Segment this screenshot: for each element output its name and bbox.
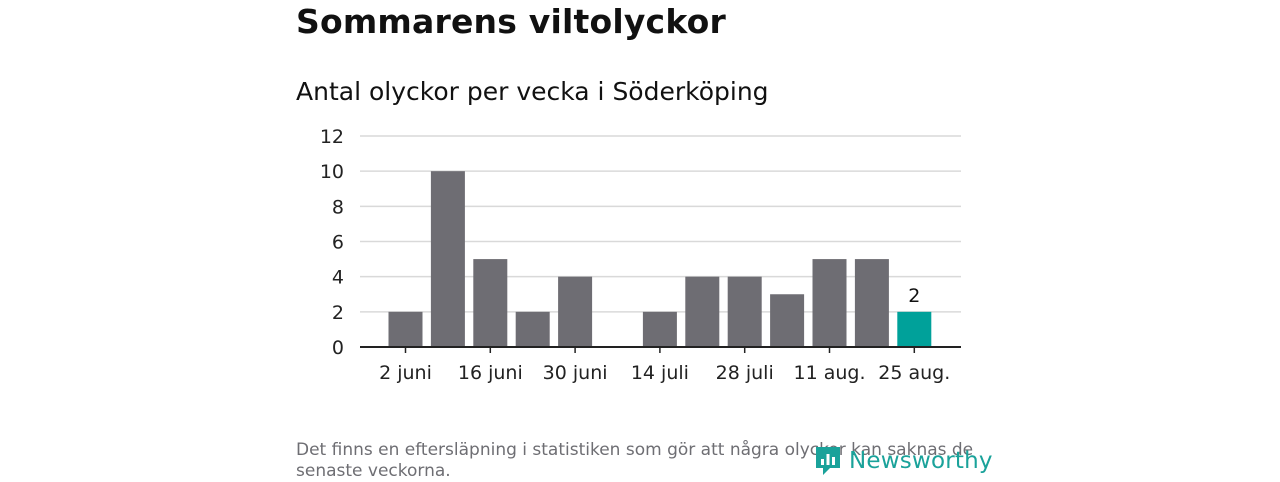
bar: [897, 311, 932, 347]
bar: [642, 311, 677, 347]
bar: [854, 259, 889, 347]
bar: [430, 171, 465, 347]
bar: [727, 276, 762, 347]
footnote: Det finns en eftersläpning i statistiken…: [296, 440, 974, 481]
y-tick-label: 6: [332, 232, 344, 254]
y-tick-label: 8: [332, 196, 344, 218]
newsworthy-logo-icon: [816, 447, 840, 475]
newsworthy-logo-text: Newsworthy: [849, 448, 993, 474]
x-tick-label: 16 juni: [458, 362, 523, 384]
x-tick-label: 28 juli: [716, 362, 774, 384]
newsworthy-logo: Newsworthy: [813, 444, 993, 478]
y-tick-label: 10: [320, 161, 344, 183]
y-tick-label: 4: [332, 267, 344, 289]
bar: [558, 276, 593, 347]
bar: [770, 294, 805, 347]
y-tick-label: 2: [332, 302, 344, 324]
x-tick-label: 2 juni: [379, 362, 432, 384]
bars: [388, 171, 932, 347]
y-tick-label: 12: [320, 126, 344, 148]
bar: [388, 311, 423, 347]
y-tick-label: 0: [332, 337, 344, 359]
bar: [473, 259, 508, 347]
data-label: 2: [908, 285, 920, 307]
x-tick-label: 30 juni: [543, 362, 608, 384]
x-tick-label: 14 juli: [631, 362, 689, 384]
chart-subtitle: Antal olyckor per vecka i Söderköping: [296, 77, 769, 106]
x-axis-ticks: 2 juni 16 juni 30 juni 14 juli 28 juli 11 aug…: [379, 347, 950, 384]
y-axis-ticks: 0 2 4 6 8 10 12: [320, 126, 344, 359]
bar: [812, 259, 847, 347]
x-tick-label: 25 aug.: [878, 362, 950, 384]
x-tick-label: 11 aug.: [793, 362, 865, 384]
chart-title: Sommarens viltolyckor: [296, 2, 726, 41]
bar: [515, 311, 550, 347]
data-labels: 2: [908, 285, 920, 307]
bar: [685, 276, 720, 347]
